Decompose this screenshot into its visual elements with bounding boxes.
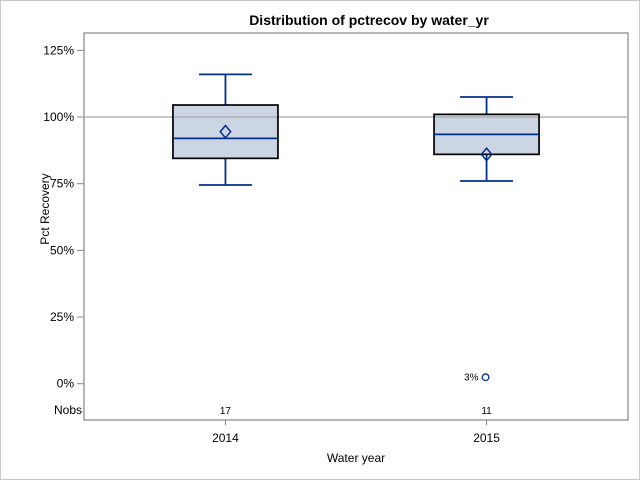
nobs-row-label: Nobs: [54, 403, 82, 417]
mean-diamond-marker: [219, 124, 232, 140]
y-tick-label: 50%: [50, 243, 74, 257]
y-axis-label: Pct Recovery: [38, 173, 52, 244]
plot-area-border: [83, 32, 629, 421]
box-outline-2014: [172, 104, 279, 160]
outlier-label: 3%: [464, 373, 479, 384]
nobs-value: 17: [220, 406, 232, 417]
outlier-point: [481, 373, 490, 382]
y-tick-label: 0%: [57, 377, 75, 391]
x-axis-label: Water year: [327, 451, 385, 465]
y-tick-label: 25%: [50, 310, 74, 324]
mean-diamond-marker: [480, 146, 493, 162]
box-fill-2014: [172, 105, 278, 159]
x-tick-label: 2015: [473, 431, 500, 445]
chart-title: Distribution of pctrecov by water_yr: [249, 12, 489, 28]
y-tick-label: 100%: [43, 110, 74, 124]
y-tick-label: 75%: [50, 177, 74, 191]
y-tick-label: 125%: [43, 43, 74, 57]
nobs-value: 11: [481, 406, 492, 417]
x-tick-label: 2014: [212, 431, 239, 445]
